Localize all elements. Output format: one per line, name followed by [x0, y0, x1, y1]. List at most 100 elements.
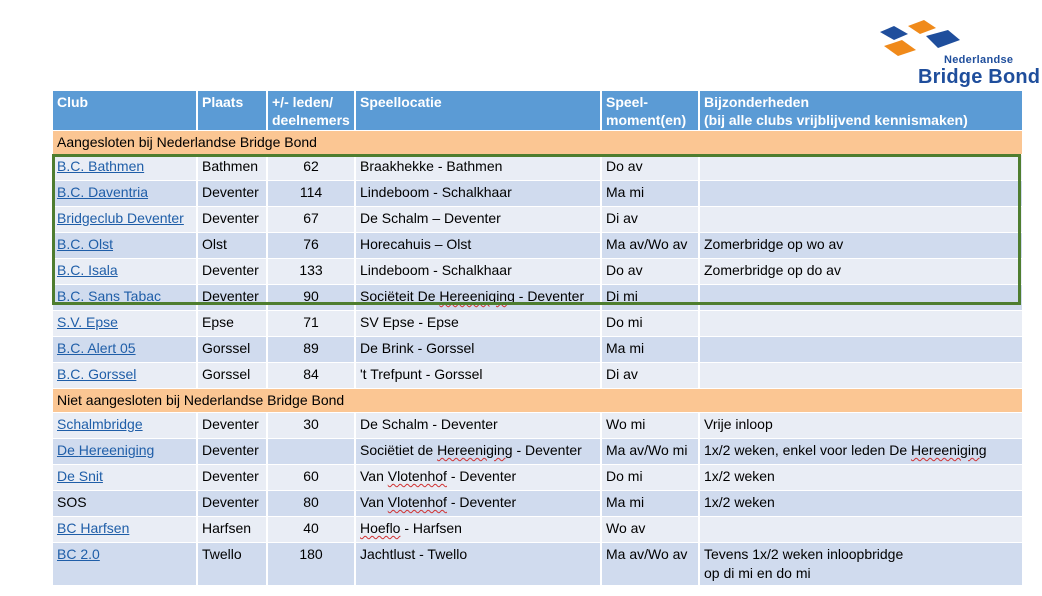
locatie-part: Van	[360, 468, 388, 484]
plaats-cell: Olst	[197, 232, 268, 259]
club-cell: BC Harfsen	[53, 516, 198, 543]
bijz-cell: Zomerbridge op wo av	[699, 232, 1024, 259]
moment-cell: Ma mi	[601, 490, 700, 517]
club-cell: De Hereeniging	[53, 438, 198, 465]
club-cell: Bridgeclub Deventer	[53, 206, 198, 233]
plaats-cell: Deventer	[197, 258, 268, 285]
section-label: Aangesloten bij Nederlandse Bridge Bond	[53, 130, 1024, 155]
locatie-cell: De Schalm - Deventer	[355, 412, 602, 439]
club-cell: B.C. Sans Tabac	[53, 284, 198, 311]
club-link[interactable]: BC 2.0	[57, 546, 100, 562]
plaats-cell: Deventer	[197, 180, 268, 207]
bijz-line: op di mi en do mi	[704, 565, 811, 581]
club-cell: B.C. Alert 05	[53, 336, 198, 363]
club-link[interactable]: B.C. Alert 05	[57, 340, 136, 356]
club-link[interactable]: B.C. Gorssel	[57, 366, 137, 382]
club-link[interactable]: De Snit	[57, 468, 103, 484]
locatie-cell: Lindeboom - Schalkhaar	[355, 180, 602, 207]
bijz-cell: 1x/2 weken, enkel voor leden De Hereenig…	[699, 438, 1024, 465]
bijz-cell	[699, 516, 1024, 543]
leden-cell: 40	[267, 516, 356, 543]
nbb-logo-mark	[880, 20, 960, 56]
plaats-cell: Epse	[197, 310, 268, 337]
bijz-cell: 1x/2 weken	[699, 490, 1024, 517]
locatie-cell: Hoeflo - Harfsen	[355, 516, 602, 543]
locatie-part-spellcheck: Hoeflo	[360, 520, 401, 536]
header-bijz-line2: (bij alle clubs vrijblijvend kennismaken…	[704, 112, 968, 128]
plaats-cell: Deventer	[197, 412, 268, 439]
clubs-table: Club Plaats +/- leden/deelnemers Speello…	[53, 91, 1024, 586]
table-row: S.V. Epse Epse 71 SV Epse - Epse Do mi	[53, 310, 1024, 337]
header-bijz-line1: Bijzonderheden	[704, 94, 810, 110]
bijz-cell: Tevens 1x/2 weken inloopbridge op di mi e…	[699, 542, 1024, 586]
locatie-cell: Sociëteit De Hereeniging - Deventer	[355, 284, 602, 311]
moment-cell: Di mi	[601, 284, 700, 311]
club-link[interactable]: B.C. Bathmen	[57, 158, 145, 174]
club-link[interactable]: B.C. Daventria	[57, 184, 149, 200]
leden-cell: 133	[267, 258, 356, 285]
bijz-cell	[699, 154, 1024, 181]
locatie-part: Van	[360, 494, 388, 510]
club-link[interactable]: Bridgeclub Deventer	[57, 210, 184, 226]
club-link[interactable]: De Hereeniging	[57, 442, 154, 458]
header-club: Club	[53, 91, 198, 131]
header-speellocatie: Speellocatie	[355, 91, 602, 131]
plaats-cell: Gorssel	[197, 362, 268, 389]
table-row: SOS Deventer 80 Van Vlotenhof - Deventer…	[53, 490, 1024, 517]
moment-cell: Ma av/Wo av	[601, 542, 700, 586]
club-link[interactable]: Schalmbridge	[57, 416, 143, 432]
table-row: Bridgeclub Deventer Deventer 67 De Schal…	[53, 206, 1024, 233]
locatie-part: Sociëteit De	[360, 288, 440, 304]
club-cell: B.C. Gorssel	[53, 362, 198, 389]
locatie-part: - Deventer	[446, 494, 517, 510]
locatie-part: - Deventer	[512, 442, 582, 458]
leden-cell: 90	[267, 284, 356, 311]
moment-cell: Do mi	[601, 464, 700, 491]
bijz-cell	[699, 284, 1024, 311]
locatie-cell: Lindeboom - Schalkhaar	[355, 258, 602, 285]
leden-cell: 180	[267, 542, 356, 586]
club-link-part: De	[57, 442, 79, 458]
moment-cell: Ma av/Wo av	[601, 232, 700, 259]
locatie-cell: Braakhekke - Bathmen	[355, 154, 602, 181]
table-row: B.C. Olst Olst 76 Horecahuis – Olst Ma a…	[53, 232, 1024, 259]
bijz-cell: Zomerbridge op do av	[699, 258, 1024, 285]
club-link[interactable]: B.C. Sans Tabac	[57, 288, 162, 304]
bijz-cell	[699, 206, 1024, 233]
club-cell: B.C. Olst	[53, 232, 198, 259]
plaats-cell: Gorssel	[197, 336, 268, 363]
header-leden-line1: +/- leden/	[272, 94, 334, 110]
club-link[interactable]: BC Harfsen	[57, 520, 130, 536]
header-moment-line2: moment(en)	[606, 112, 687, 128]
moment-cell: Do mi	[601, 310, 700, 337]
table-row: B.C. Sans Tabac Deventer 90 Sociëteit De…	[53, 284, 1024, 311]
logo-text-nederlandse: Nederlandse	[944, 54, 1014, 66]
club-cell: De Snit	[53, 464, 198, 491]
moment-cell: Ma mi	[601, 180, 700, 207]
bijz-line: Tevens 1x/2 weken inloopbridge	[704, 546, 904, 562]
bijz-cell: 1x/2 weken	[699, 464, 1024, 491]
header-bijzonderheden: Bijzonderheden (bij alle clubs vrijblijve…	[699, 91, 1024, 131]
plaats-cell: Deventer	[197, 490, 268, 517]
locatie-part-spellcheck: Hereeniging	[437, 442, 513, 458]
locatie-cell: Jachtlust - Twello	[355, 542, 602, 586]
table-row: B.C. Bathmen Bathmen 62 Braakhekke - Bat…	[53, 154, 1024, 181]
club-link[interactable]: S.V. Epse	[57, 314, 118, 330]
plaats-cell: Harfsen	[197, 516, 268, 543]
leden-cell: 80	[267, 490, 356, 517]
locatie-cell: 't Trefpunt - Gorssel	[355, 362, 602, 389]
leden-cell: 60	[267, 464, 356, 491]
bijz-cell	[699, 362, 1024, 389]
leden-cell: 67	[267, 206, 356, 233]
bijz-cell	[699, 310, 1024, 337]
club-link[interactable]: B.C. Olst	[57, 236, 114, 252]
club-cell: B.C. Daventria	[53, 180, 198, 207]
bijz-cell	[699, 336, 1024, 363]
locatie-cell: De Schalm – Deventer	[355, 206, 602, 233]
moment-cell: Wo mi	[601, 412, 700, 439]
leden-cell: 84	[267, 362, 356, 389]
club-link[interactable]: B.C. Isala	[57, 262, 118, 278]
leden-cell: 30	[267, 412, 356, 439]
locatie-cell: Van Vlotenhof - Deventer	[355, 464, 602, 491]
bijz-cell: Vrije inloop	[699, 412, 1024, 439]
